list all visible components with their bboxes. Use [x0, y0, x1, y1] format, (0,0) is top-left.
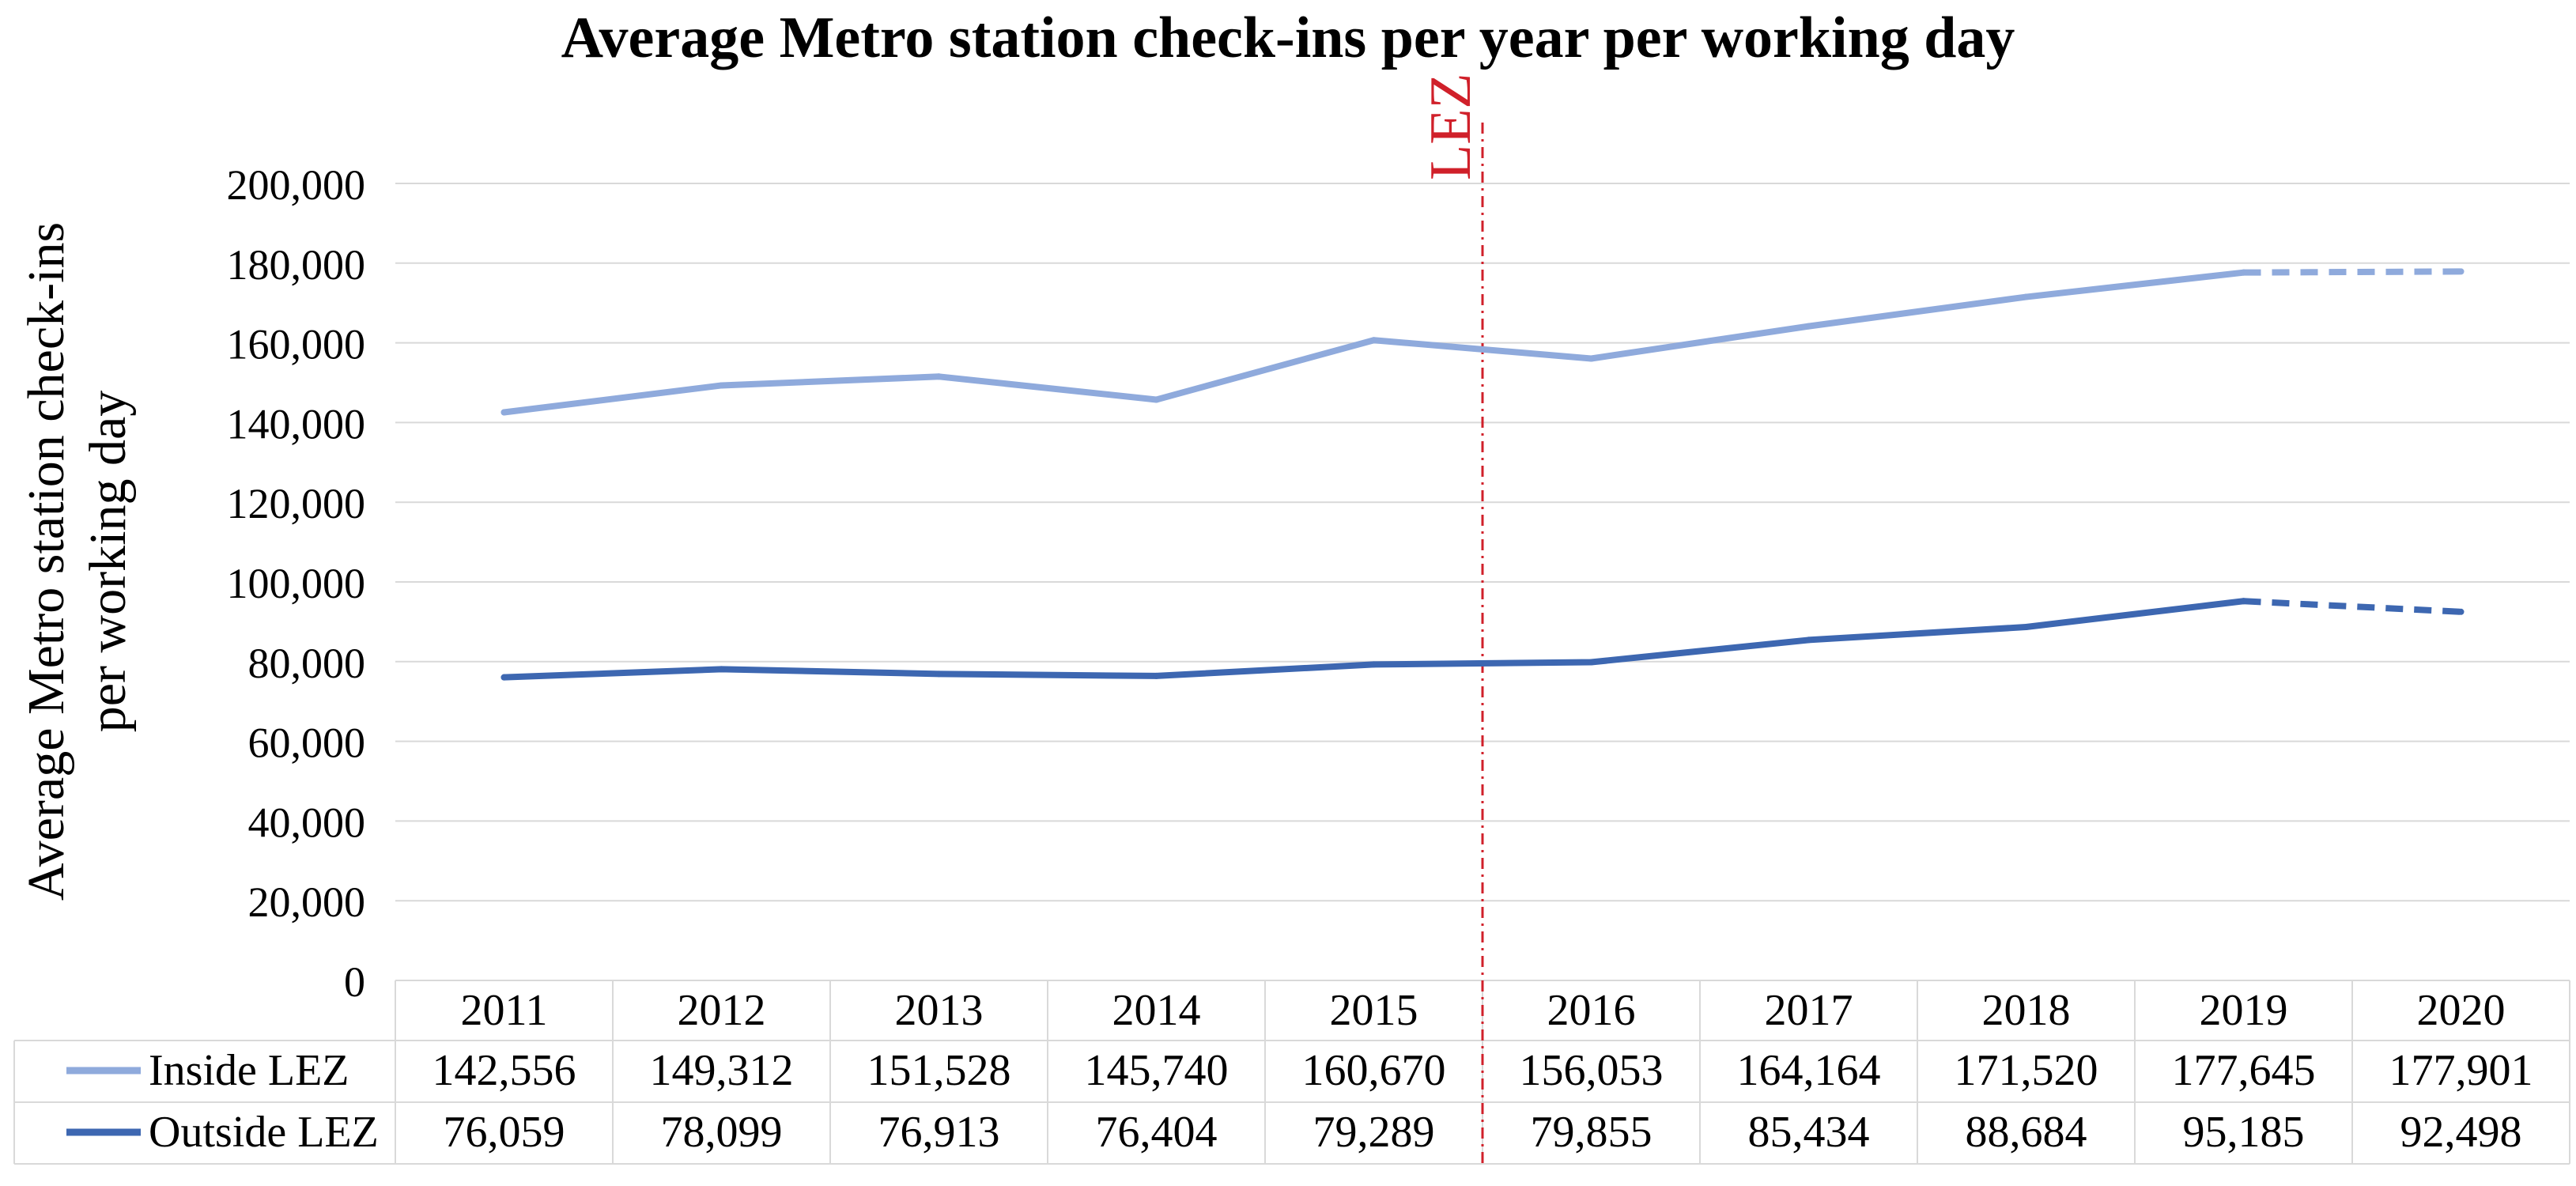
- data-point-inside-lez: [2240, 269, 2247, 276]
- data-label: 88,684: [1966, 1108, 2087, 1157]
- y-tick-label: 40,000: [248, 799, 366, 846]
- data-point-outside-lez: [935, 670, 942, 678]
- y-tick-label: 20,000: [248, 878, 366, 926]
- data-label: 95,185: [2183, 1108, 2305, 1157]
- y-axis-label-line-2: per working day: [79, 391, 137, 733]
- y-tick-label: 200,000: [227, 161, 366, 209]
- data-point-outside-lez: [2240, 598, 2247, 605]
- data-label: 79,289: [1313, 1108, 1435, 1157]
- x-tick-label: 2014: [1112, 986, 1201, 1035]
- data-label: 76,913: [878, 1108, 1000, 1157]
- legend-label: Inside LEZ: [149, 1046, 349, 1095]
- data-label: 76,059: [444, 1108, 565, 1157]
- data-point-outside-lez: [1370, 661, 1377, 668]
- data-point-outside-lez: [1805, 636, 1812, 644]
- data-point-inside-lez: [1805, 323, 1812, 330]
- series-lines: [500, 268, 2465, 681]
- x-tick-label: 2020: [2417, 986, 2506, 1035]
- x-tick-label: 2016: [1547, 986, 1636, 1035]
- data-label: 151,528: [867, 1046, 1011, 1095]
- data-point-inside-lez: [718, 382, 725, 389]
- y-tick-label: 0: [344, 958, 365, 1006]
- data-label: 142,556: [432, 1046, 576, 1095]
- data-point-inside-lez: [1370, 337, 1377, 344]
- data-label: 149,312: [650, 1046, 794, 1095]
- data-point-outside-lez: [718, 666, 725, 673]
- x-tick-label: 2013: [895, 986, 984, 1035]
- series-line-outside-lez-projected: [2243, 598, 2461, 615]
- x-tick-label: 2018: [1982, 986, 2071, 1035]
- data-label: 164,164: [1737, 1046, 1881, 1095]
- data-label: 171,520: [1955, 1046, 2098, 1095]
- data-label: 85,434: [1748, 1108, 1870, 1157]
- data-point-outside-lez: [1588, 659, 1595, 666]
- data-point-outside-lez: [1153, 672, 1160, 679]
- x-tick-label: 2015: [1330, 986, 1418, 1035]
- series-line-inside-lez-projected: [2243, 268, 2461, 276]
- data-table: 2011 2012 2013 2014 2015 2016 2017 2018 2019 2020…: [13, 980, 2570, 1165]
- data-point-outside-lez: [2457, 608, 2465, 615]
- y-axis-ticks: 0 20,000 40,000 60,000 80,000 100,000 120,000 1…: [227, 161, 366, 1006]
- data-point-inside-lez: [1588, 355, 1595, 362]
- data-label: 145,740: [1085, 1046, 1229, 1095]
- data-label: 177,645: [2172, 1046, 2316, 1095]
- data-point-outside-lez: [500, 674, 508, 681]
- data-label: 76,404: [1096, 1108, 1218, 1157]
- y-tick-label: 120,000: [227, 480, 366, 527]
- y-tick-label: 160,000: [227, 321, 366, 368]
- data-label: 79,855: [1531, 1108, 1652, 1157]
- data-label: 156,053: [1520, 1046, 1664, 1095]
- lez-annotation: LEZ: [1418, 73, 1484, 1164]
- data-label: 92,498: [2400, 1108, 2522, 1157]
- y-axis-label-line-1: Average Metro station check-ins: [17, 222, 75, 901]
- data-point-inside-lez: [2457, 268, 2465, 275]
- data-point-outside-lez: [2023, 624, 2030, 631]
- x-tick-label: 2011: [461, 986, 548, 1035]
- y-tick-label: 140,000: [227, 400, 366, 448]
- data-point-inside-lez: [2023, 293, 2030, 300]
- data-point-inside-lez: [500, 409, 508, 416]
- y-tick-label: 180,000: [227, 241, 366, 289]
- x-tick-label: 2012: [678, 986, 766, 1035]
- x-tick-label: 2017: [1765, 986, 1853, 1035]
- y-tick-label: 100,000: [227, 560, 366, 607]
- lez-label: LEZ: [1418, 73, 1483, 180]
- data-label: 78,099: [661, 1108, 783, 1157]
- legend-label: Outside LEZ: [149, 1108, 379, 1157]
- data-point-inside-lez: [1153, 396, 1160, 403]
- y-tick-label: 60,000: [248, 720, 366, 767]
- x-tick-label: 2019: [2200, 986, 2288, 1035]
- y-tick-label: 80,000: [248, 640, 366, 687]
- chart-title: Average Metro station check-ins per year…: [561, 6, 2015, 70]
- data-label: 160,670: [1302, 1046, 1446, 1095]
- data-point-inside-lez: [935, 373, 942, 380]
- data-label: 177,901: [2389, 1046, 2533, 1095]
